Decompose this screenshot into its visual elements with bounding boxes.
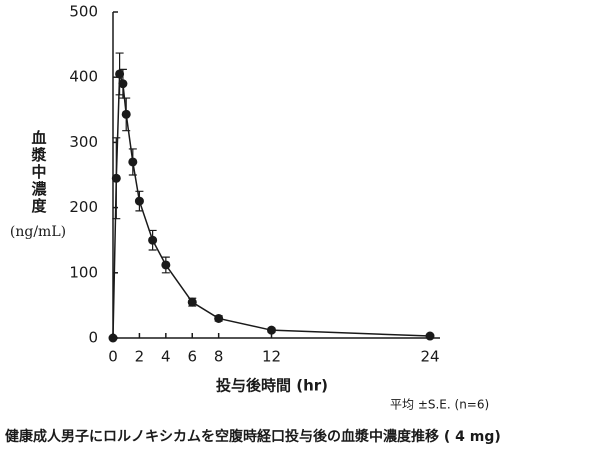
y-axis-label: 血漿中濃度 xyxy=(30,129,48,215)
y-tick-label: 500 xyxy=(69,3,98,21)
x-tick-label: 8 xyxy=(214,348,224,366)
point xyxy=(108,333,118,343)
point xyxy=(267,325,276,335)
point xyxy=(161,260,171,270)
x-axis-label: 投与後時間 (hr) xyxy=(216,377,328,395)
point xyxy=(148,235,158,245)
x-tick-label: 0 xyxy=(108,348,118,366)
caption: 健康成人男子にロルノキシカムを空腹時経口投与後の血漿中濃度推移 ( 4 mg) xyxy=(5,428,501,445)
point xyxy=(121,109,131,119)
point xyxy=(425,331,435,341)
y-tick-label: 400 xyxy=(69,68,98,86)
y-axis-unit: (ng/mL) xyxy=(10,224,66,240)
point xyxy=(111,173,121,183)
note: 平均 ±S.E. (n=6) xyxy=(390,398,489,412)
line xyxy=(112,73,431,339)
y-tick-label: 200 xyxy=(69,198,98,216)
point xyxy=(214,313,224,323)
point xyxy=(128,157,138,167)
x-tick-label: 2 xyxy=(135,348,145,366)
y-tick-label: 300 xyxy=(69,133,98,151)
point xyxy=(134,196,144,206)
x-tick-label: 12 xyxy=(262,348,281,366)
x-tick-label: 24 xyxy=(420,348,439,366)
point xyxy=(118,79,128,89)
x-tick-label: 6 xyxy=(187,348,197,366)
y-tick-label: 0 xyxy=(88,329,98,347)
point xyxy=(187,297,197,307)
y-tick-label: 100 xyxy=(69,263,98,281)
x-tick-label: 4 xyxy=(161,348,171,366)
point xyxy=(115,69,125,79)
